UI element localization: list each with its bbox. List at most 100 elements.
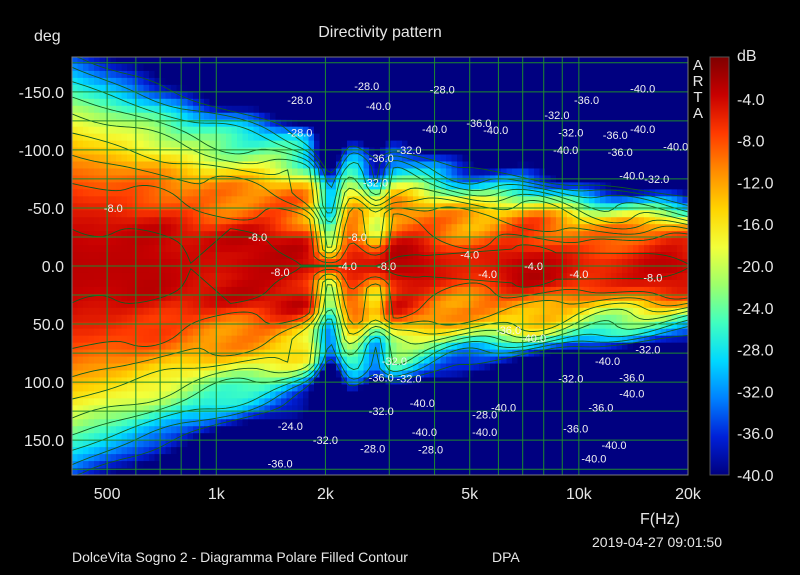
- heatmap-cell: [490, 384, 497, 393]
- heatmap-cell: [193, 356, 200, 365]
- heatmap-cell: [352, 447, 359, 455]
- heatmap-cell: [231, 77, 238, 86]
- heatmap-cell: [314, 279, 321, 288]
- heatmap-cell: [402, 91, 409, 100]
- heatmap-cell: [341, 391, 348, 400]
- heatmap-cell: [94, 426, 101, 434]
- heatmap-cell: [402, 63, 409, 72]
- heatmap-cell: [259, 370, 266, 379]
- heatmap-cell: [88, 210, 95, 218]
- heatmap-cell: [176, 384, 183, 393]
- heatmap-cell: [231, 70, 238, 79]
- heatmap-cell: [242, 91, 249, 100]
- heatmap-cell: [479, 342, 486, 351]
- heatmap-cell: [446, 133, 453, 142]
- heatmap-cell: [347, 238, 354, 246]
- heatmap-cell: [462, 161, 469, 170]
- heatmap-cell: [187, 335, 194, 344]
- heatmap-cell: [314, 217, 321, 225]
- heatmap-cell: [440, 154, 447, 163]
- heatmap-cell: [127, 252, 134, 260]
- heatmap-cell: [429, 252, 436, 260]
- heatmap-cell: [484, 412, 491, 420]
- heatmap-cell: [270, 217, 277, 225]
- heatmap-cell: [457, 433, 464, 441]
- heatmap-cell: [215, 461, 222, 469]
- heatmap-cell: [435, 412, 442, 420]
- heatmap-cell: [248, 133, 255, 142]
- heatmap-cell: [402, 426, 409, 434]
- heatmap-cell: [396, 272, 403, 281]
- heatmap-cell: [154, 168, 161, 177]
- heatmap-cell: [341, 447, 348, 455]
- heatmap-cell: [352, 419, 359, 427]
- heatmap-cell: [303, 266, 310, 274]
- heatmap-cell: [512, 119, 519, 128]
- heatmap-cell: [303, 77, 310, 86]
- heatmap-cell: [165, 84, 172, 93]
- heatmap-cell: [275, 238, 282, 246]
- heatmap-cell: [424, 63, 431, 72]
- heatmap-cell: [424, 356, 431, 365]
- heatmap-cell: [110, 161, 117, 170]
- heatmap-cell: [171, 405, 178, 413]
- heatmap-cell: [154, 217, 161, 225]
- heatmap-cell: [451, 70, 458, 79]
- heatmap-cell: [220, 356, 227, 365]
- heatmap-cell: [94, 154, 101, 163]
- heatmap-cell: [429, 259, 436, 267]
- heatmap-cell: [374, 266, 381, 274]
- heatmap-cell: [286, 70, 293, 79]
- heatmap-cell: [435, 189, 442, 198]
- heatmap-cell: [380, 119, 387, 128]
- heatmap-cell: [506, 238, 513, 246]
- heatmap-cell: [99, 217, 106, 225]
- heatmap-cell: [374, 328, 381, 337]
- heatmap-cell: [242, 84, 249, 93]
- heatmap-cell: [468, 412, 475, 420]
- heatmap-cell: [110, 91, 117, 100]
- heatmap-cell: [72, 272, 79, 281]
- heatmap-cell: [451, 272, 458, 281]
- heatmap-cell: [187, 328, 194, 337]
- heatmap-cell: [182, 356, 189, 365]
- heatmap-cell: [363, 168, 370, 177]
- heatmap-cell: [347, 286, 354, 295]
- heatmap-cell: [484, 231, 491, 239]
- heatmap-cell: [88, 217, 95, 225]
- heatmap-cell: [264, 161, 271, 170]
- heatmap-cell: [264, 405, 271, 413]
- heatmap-cell: [369, 307, 376, 316]
- heatmap-cell: [363, 266, 370, 274]
- heatmap-cell: [303, 119, 310, 128]
- heatmap-cell: [330, 203, 337, 211]
- heatmap-cell: [292, 412, 299, 420]
- heatmap-cell: [286, 57, 293, 65]
- heatmap-cell: [358, 259, 365, 267]
- heatmap-cell: [440, 224, 447, 232]
- heatmap-cell: [501, 126, 508, 135]
- heatmap-cell: [231, 356, 238, 365]
- heatmap-cell: [490, 224, 497, 232]
- heatmap-cell: [396, 231, 403, 239]
- heatmap-cell: [369, 217, 376, 225]
- heatmap-cell: [226, 203, 233, 211]
- heatmap-cell: [149, 105, 156, 114]
- heatmap-cell: [407, 314, 414, 323]
- heatmap-cell: [187, 140, 194, 149]
- heatmap-cell: [374, 238, 381, 246]
- heatmap-cell: [429, 321, 436, 330]
- heatmap-cell: [209, 57, 216, 65]
- heatmap-cell: [479, 231, 486, 239]
- heatmap-cell: [391, 377, 398, 386]
- heatmap-cell: [374, 133, 381, 142]
- heatmap-cell: [242, 238, 249, 246]
- heatmap-cell: [286, 356, 293, 365]
- heatmap-cell: [303, 356, 310, 365]
- heatmap-cell: [490, 370, 497, 379]
- heatmap-cell: [143, 57, 150, 65]
- heatmap-cell: [204, 224, 211, 232]
- heatmap-cell: [501, 279, 508, 288]
- heatmap-cell: [396, 154, 403, 163]
- heatmap-cell: [402, 126, 409, 135]
